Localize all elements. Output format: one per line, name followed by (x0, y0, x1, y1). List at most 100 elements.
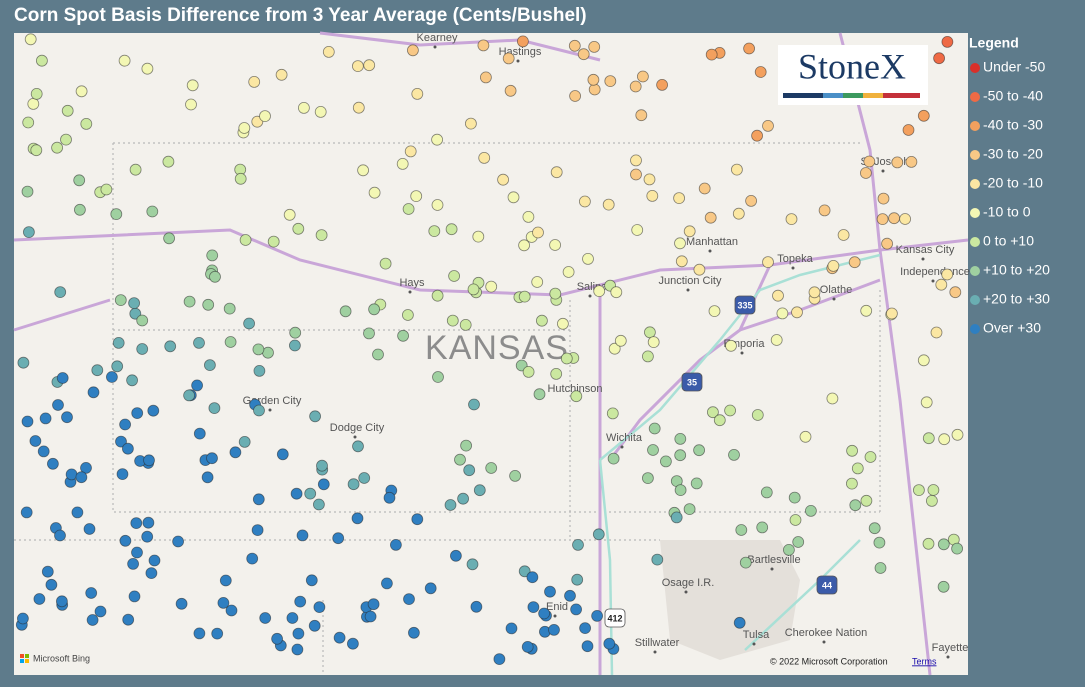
location-dot (110, 208, 123, 221)
location-dot (54, 529, 66, 542)
location-dot (466, 558, 479, 571)
location-dot (635, 109, 648, 122)
location-dot (47, 457, 59, 470)
location-dot (937, 580, 950, 593)
location-dot (206, 249, 219, 262)
location-dot (24, 33, 37, 46)
location-dot (253, 404, 265, 417)
location-dot (776, 307, 789, 320)
location-dot (29, 435, 42, 447)
location-dot (557, 317, 569, 330)
location-dot (905, 155, 918, 168)
location-dot (314, 106, 327, 118)
location-dot (693, 444, 705, 457)
location-dot (352, 440, 364, 453)
location-dot (91, 364, 104, 377)
location-dot (246, 552, 259, 565)
location-dot (526, 571, 539, 584)
legend-swatch (970, 121, 980, 131)
location-dot (446, 314, 459, 327)
location-dot (406, 44, 419, 57)
location-dot (751, 409, 764, 421)
location-dot (238, 435, 251, 448)
location-dot (411, 513, 424, 526)
location-dot (874, 562, 887, 574)
location-dot (351, 512, 364, 525)
location-dot (577, 48, 590, 61)
location-dot (127, 558, 140, 570)
logo-bar (823, 93, 843, 98)
place-marker (791, 266, 795, 270)
location-dot (504, 84, 517, 97)
location-dot (186, 79, 199, 92)
location-dot (588, 83, 601, 96)
location-dot (52, 399, 64, 411)
location-dot (502, 52, 515, 65)
location-dot (935, 278, 948, 291)
location-dot (193, 627, 206, 640)
location-dot (191, 379, 204, 392)
location-dot (477, 39, 490, 52)
legend-label: Under -50 (983, 59, 1045, 75)
place-marker (921, 257, 925, 261)
location-dot (22, 116, 35, 129)
location-dot (126, 374, 139, 387)
location-dot (449, 549, 462, 562)
location-dot (428, 225, 441, 238)
location-dot (87, 386, 100, 399)
location-dot (431, 289, 444, 302)
location-dot (94, 605, 107, 618)
legend-swatch (970, 179, 980, 189)
location-dot (674, 449, 687, 462)
location-dot (579, 195, 591, 208)
location-dot (313, 601, 326, 613)
location-dot (106, 371, 118, 383)
copyright: © 2022 Microsoft Corporation (770, 656, 888, 666)
location-dot (674, 432, 687, 445)
location-dot (116, 468, 129, 481)
place-label: Tulsa (743, 629, 770, 641)
location-dot (851, 462, 864, 475)
location-dot (304, 487, 317, 500)
location-dot (581, 640, 594, 653)
terms-link[interactable]: Terms (912, 656, 937, 666)
location-dot (745, 194, 757, 207)
location-dot (136, 343, 149, 355)
location-dot (292, 627, 305, 640)
location-dot (128, 297, 141, 310)
location-dot (404, 145, 417, 158)
location-dot (582, 252, 594, 265)
location-dot (367, 598, 380, 611)
location-dot (460, 439, 473, 452)
place-label: Manhattan (686, 236, 738, 248)
location-dot (877, 192, 890, 205)
logo-bar (783, 93, 823, 98)
location-dot (358, 472, 371, 484)
location-dot (322, 46, 335, 58)
location-dot (143, 454, 155, 467)
place-marker (684, 590, 688, 594)
location-dot (837, 229, 850, 241)
place-label: Osage I.R. (662, 577, 715, 589)
location-dot (351, 60, 364, 72)
location-dot (56, 595, 68, 608)
location-dot (544, 585, 556, 598)
location-dot (36, 54, 48, 67)
location-dot (122, 613, 135, 626)
location-dot (229, 446, 242, 459)
state-label: KANSAS (425, 329, 569, 367)
location-dot (253, 364, 266, 377)
place-marker (946, 655, 950, 659)
location-dot (183, 389, 196, 402)
location-dot (148, 554, 161, 567)
location-dot (389, 539, 402, 551)
location-dot (791, 306, 803, 319)
location-dot (45, 578, 58, 591)
location-dot (37, 445, 50, 458)
location-dot (873, 536, 886, 549)
location-dot (941, 36, 954, 48)
location-dot (941, 268, 954, 281)
location-dot (517, 35, 529, 48)
place-marker (881, 169, 885, 173)
location-dot (411, 88, 424, 100)
